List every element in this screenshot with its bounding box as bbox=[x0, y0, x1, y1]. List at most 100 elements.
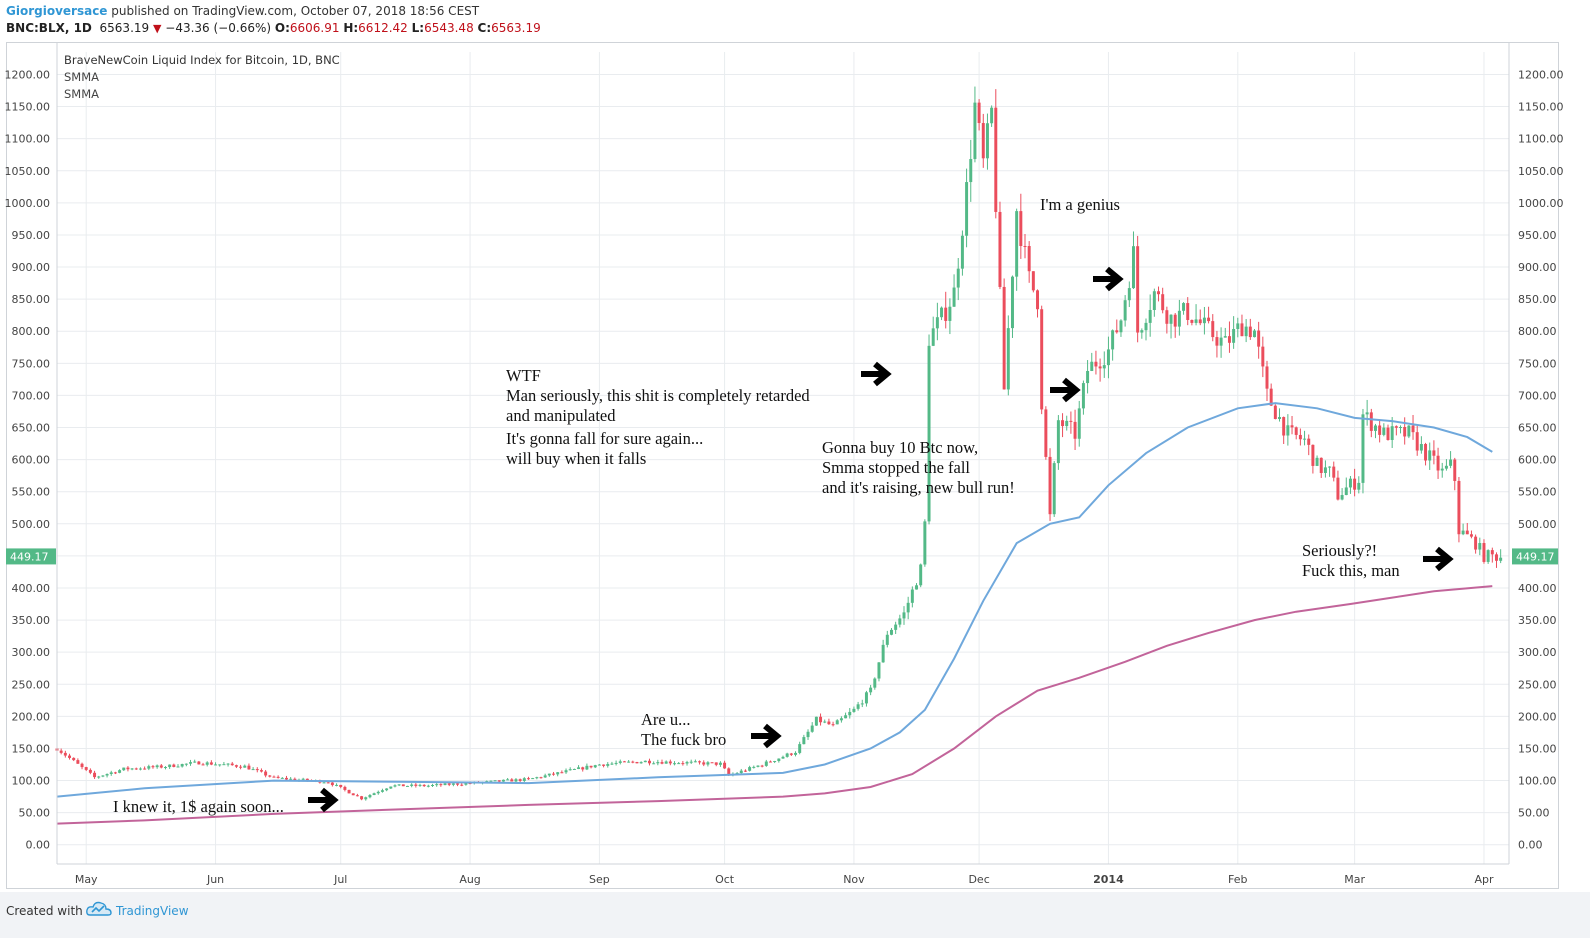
candle-body bbox=[581, 767, 585, 770]
y-tick-label-left: 1150.00 bbox=[5, 101, 51, 114]
candle-body bbox=[1006, 328, 1010, 390]
candle-body bbox=[706, 762, 710, 765]
candle-body bbox=[698, 761, 702, 763]
candle-body bbox=[501, 779, 505, 782]
candle-body bbox=[189, 762, 193, 764]
y-tick-label-right: 100.00 bbox=[1518, 775, 1557, 788]
candle-body bbox=[1048, 456, 1052, 515]
candle-body bbox=[1482, 543, 1486, 562]
candle-body bbox=[919, 564, 923, 586]
x-tick-label: Nov bbox=[843, 873, 865, 886]
candle-body bbox=[1298, 434, 1302, 440]
chart-header: Giorgioversace published on TradingView.… bbox=[0, 0, 1590, 42]
smma-lines bbox=[56, 402, 1493, 825]
publish-line: Giorgioversace published on TradingView.… bbox=[6, 4, 479, 18]
candle-body bbox=[969, 159, 973, 183]
price-chart[interactable]: 0.00 0.00 50.00 50.00 100.00 100.00 150.00 150.… bbox=[0, 42, 1590, 889]
candle-body bbox=[401, 784, 405, 787]
candle-body bbox=[1303, 438, 1307, 440]
candle-body bbox=[276, 776, 280, 778]
candle-body bbox=[835, 720, 839, 725]
candle-body bbox=[643, 760, 647, 763]
right-arrow-icon bbox=[751, 723, 782, 749]
candle-body bbox=[1390, 426, 1394, 441]
candle-body bbox=[1474, 536, 1478, 550]
candle-body bbox=[1290, 425, 1294, 428]
y-tick-label-left: 900.00 bbox=[12, 261, 51, 274]
candle-body bbox=[522, 778, 526, 781]
candle-body bbox=[1027, 246, 1031, 272]
high-value: 6612.42 bbox=[358, 21, 408, 35]
candle-body bbox=[610, 763, 614, 765]
candle-body bbox=[956, 268, 960, 288]
ann-genius: I'm a genius bbox=[1040, 195, 1120, 215]
candle-body bbox=[1131, 246, 1135, 289]
candle-body bbox=[714, 762, 718, 765]
candle-body bbox=[752, 766, 756, 768]
candle-body bbox=[293, 778, 297, 781]
candle-body bbox=[1432, 450, 1436, 456]
candle-body bbox=[785, 753, 789, 757]
smma_fast-line bbox=[56, 402, 1493, 798]
candle-body bbox=[68, 755, 72, 758]
tradingview-link[interactable]: TradingView bbox=[116, 904, 189, 918]
author-link[interactable]: Giorgioversace bbox=[6, 4, 108, 18]
candle-body bbox=[351, 793, 355, 796]
open-value: 6606.91 bbox=[289, 21, 340, 35]
ann-line: will buy when it falls bbox=[506, 449, 647, 468]
candle-body bbox=[1140, 330, 1144, 333]
y-tick-label-left: 100.00 bbox=[12, 775, 51, 788]
candle-body bbox=[531, 778, 535, 780]
candle-body bbox=[418, 784, 422, 786]
candle-body bbox=[214, 764, 218, 766]
candle-body bbox=[1373, 425, 1377, 431]
candle-body bbox=[122, 767, 126, 771]
ann-line: and manipulated bbox=[506, 406, 616, 425]
candle-body bbox=[798, 744, 802, 753]
candle-body bbox=[1086, 370, 1090, 384]
x-tick-label: Aug bbox=[459, 873, 480, 886]
candle-body bbox=[1207, 317, 1211, 322]
candle-body bbox=[1219, 337, 1223, 346]
candle-body bbox=[1111, 330, 1115, 350]
candle-body bbox=[109, 772, 113, 774]
candle-body bbox=[1223, 336, 1227, 338]
candle-body bbox=[1386, 427, 1390, 441]
ann-line: Smma stopped the fall bbox=[822, 458, 971, 477]
candle-body bbox=[1419, 444, 1423, 451]
candle-body bbox=[827, 721, 831, 725]
candle-body bbox=[965, 182, 969, 236]
candle-body bbox=[1490, 550, 1494, 555]
candle-body bbox=[339, 784, 343, 787]
y-tick-label-left: 0.00 bbox=[26, 839, 51, 852]
candle-body bbox=[673, 763, 677, 765]
candle-body bbox=[1399, 427, 1403, 429]
candle-body bbox=[1248, 326, 1252, 338]
candle-body bbox=[1115, 330, 1119, 333]
candle-body bbox=[572, 768, 576, 770]
close-value: 6563.19 bbox=[491, 21, 541, 35]
candle-body bbox=[860, 703, 864, 705]
y-tick-label-right: 1100.00 bbox=[1518, 133, 1564, 146]
candle-body bbox=[1315, 457, 1319, 466]
candle-body bbox=[1257, 330, 1261, 347]
candle-body bbox=[589, 765, 593, 768]
candle-body bbox=[664, 761, 668, 764]
y-tick-label-right: 1200.00 bbox=[1518, 68, 1564, 81]
y-tick-label-left: 600.00 bbox=[12, 454, 51, 467]
candle-body bbox=[485, 781, 489, 783]
candle-body bbox=[977, 102, 981, 124]
y-tick-label-right: 950.00 bbox=[1518, 229, 1557, 242]
y-tick-label-left: 200.00 bbox=[12, 710, 51, 723]
candle-body bbox=[343, 786, 347, 790]
candle-body bbox=[397, 784, 401, 786]
candle-body bbox=[243, 765, 247, 768]
candle-body bbox=[410, 784, 414, 786]
candle-body bbox=[368, 795, 372, 798]
y-tick-label-right: 900.00 bbox=[1518, 261, 1557, 274]
candle-body bbox=[360, 796, 364, 800]
candle-body bbox=[1311, 444, 1315, 466]
candle-body bbox=[347, 789, 351, 794]
candle-body bbox=[1252, 330, 1256, 338]
candle-body bbox=[1194, 319, 1198, 323]
